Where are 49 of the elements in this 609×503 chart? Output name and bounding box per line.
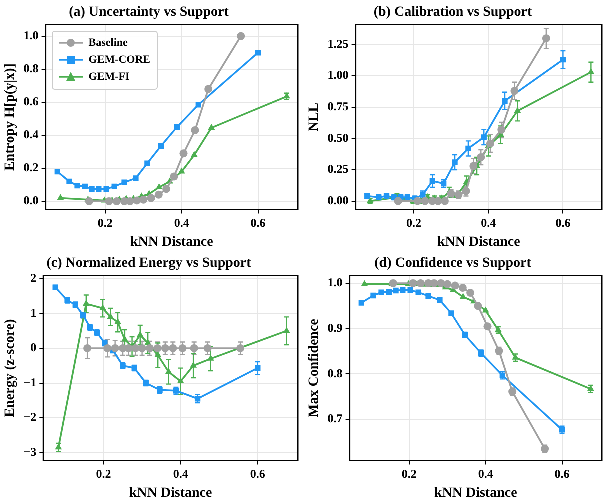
- y-tick-label: 0.25: [328, 162, 349, 176]
- y-tick-label: 1.25: [328, 36, 349, 51]
- x-tick-label: 0.6: [250, 216, 266, 230]
- y-axis-title: NLL: [307, 102, 322, 132]
- x-tick-label: 0.2: [402, 467, 417, 482]
- y-tick-label: 0: [30, 340, 37, 355]
- chart-title: (d) Confidence vs Support: [374, 256, 532, 272]
- chart-title: (b) Calibration vs Support: [374, 5, 532, 20]
- y-tick-label: −2: [24, 410, 37, 424]
- y-axis-title: Energy (z-score): [3, 318, 18, 418]
- x-axis-title: kNN Distance: [130, 235, 214, 250]
- y-tick-label: 1.0: [328, 276, 343, 290]
- y-tick-label: 1: [30, 306, 37, 320]
- y-tick-label: 0.00: [328, 193, 349, 208]
- y-tick-label: 1.0: [24, 28, 39, 42]
- x-tick-label: 0.2: [96, 467, 112, 482]
- y-tick-label: 1.00: [328, 68, 349, 82]
- x-tick-label: 0.4: [481, 216, 496, 230]
- y-tick-label: 0.6: [24, 94, 39, 109]
- x-tick-label: 0.2: [98, 216, 113, 230]
- y-tick-label: 0.8: [24, 61, 39, 76]
- legend-label: GEM-FI: [88, 70, 130, 85]
- x-axis-title: kNN Distance: [434, 486, 518, 502]
- x-tick-label: 0.4: [174, 216, 190, 230]
- y-tick-label: 0.4: [24, 128, 39, 142]
- y-tick-label: 2: [30, 271, 37, 286]
- x-tick-label: 0.4: [173, 467, 188, 482]
- y-tick-label: 0.2: [24, 160, 39, 175]
- y-tick-label: 0.9: [328, 320, 343, 335]
- x-tick-label: 0.6: [556, 216, 571, 230]
- y-tick-label: 0.8: [328, 366, 343, 380]
- y-axis-title: Max Confidence: [307, 319, 322, 418]
- legend-label: Baseline: [88, 36, 128, 51]
- legend-label: GEM-CORE: [88, 52, 151, 68]
- x-axis-title: kNN Distance: [437, 235, 520, 250]
- chart-title: (a) Uncertainty vs Support: [69, 5, 230, 20]
- y-tick-label: 0.75: [328, 100, 349, 114]
- x-tick-label: 0.6: [554, 467, 570, 482]
- y-tick-label: 0.7: [328, 412, 343, 426]
- y-tick-label: −3: [24, 444, 37, 459]
- y-tick-label: 0.0: [24, 194, 39, 208]
- x-tick-label: 0.4: [478, 467, 494, 482]
- x-tick-label: 0.2: [406, 216, 422, 230]
- x-axis-title: kNN Distance: [129, 486, 212, 502]
- y-tick-label: −1: [24, 375, 37, 390]
- x-tick-label: 0.6: [250, 467, 266, 482]
- y-axis-title: Entropy H[p(y|x)]: [3, 64, 18, 172]
- y-tick-label: 0.50: [328, 130, 349, 145]
- chart-title: (c) Normalized Energy vs Support: [46, 256, 252, 272]
